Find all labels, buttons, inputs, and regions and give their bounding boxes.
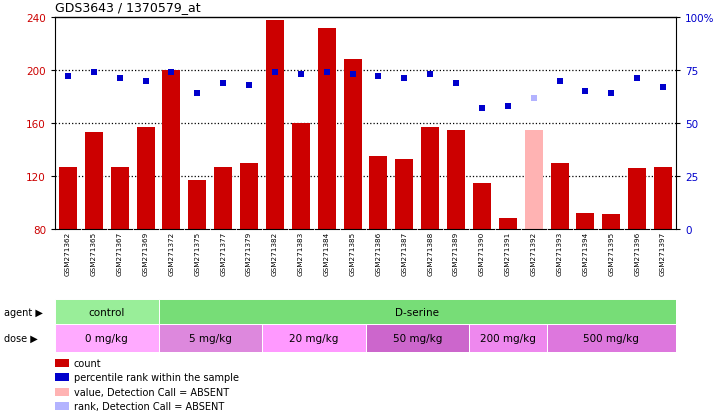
Bar (162, 71, 180, 230)
Text: GSM271384: GSM271384 (324, 232, 329, 276)
Bar (547, 324, 676, 352)
Bar (85, 133, 103, 230)
Bar (55, 373, 68, 382)
Text: GSM271397: GSM271397 (660, 232, 666, 276)
Bar (628, 169, 646, 230)
Text: GSM271367: GSM271367 (117, 232, 123, 276)
Text: 20 mg/kg: 20 mg/kg (289, 333, 338, 343)
Bar (55, 324, 159, 352)
Text: dose ▶: dose ▶ (4, 333, 37, 343)
Text: GSM271388: GSM271388 (427, 232, 433, 276)
Bar (55, 402, 68, 410)
Bar (395, 159, 413, 230)
Text: agent ▶: agent ▶ (4, 307, 43, 317)
Bar (469, 324, 547, 352)
Text: GSM271375: GSM271375 (195, 232, 200, 276)
Bar (159, 299, 676, 324)
Text: 500 mg/kg: 500 mg/kg (583, 333, 640, 343)
Text: GSM271396: GSM271396 (634, 232, 640, 276)
Text: GSM271394: GSM271394 (583, 232, 588, 276)
Text: GSM271386: GSM271386 (376, 232, 381, 276)
Bar (499, 219, 517, 230)
Bar (240, 164, 258, 230)
Text: rank, Detection Call = ABSENT: rank, Detection Call = ABSENT (74, 401, 224, 411)
Bar (59, 167, 77, 230)
Text: count: count (74, 358, 101, 368)
Bar (447, 131, 465, 230)
Bar (292, 124, 310, 230)
Bar (343, 60, 362, 230)
Text: GSM271390: GSM271390 (479, 232, 485, 276)
Text: D-serine: D-serine (395, 307, 439, 317)
Text: control: control (89, 307, 125, 317)
Bar (551, 164, 569, 230)
Text: GSM271377: GSM271377 (220, 232, 226, 276)
Bar (473, 183, 491, 230)
Bar (525, 131, 543, 230)
Text: GDS3643 / 1370579_at: GDS3643 / 1370579_at (55, 1, 200, 14)
Text: GSM271362: GSM271362 (65, 232, 71, 276)
Text: GSM271395: GSM271395 (609, 232, 614, 276)
Text: 0 mg/kg: 0 mg/kg (85, 333, 128, 343)
Bar (55, 359, 68, 367)
Text: GSM271391: GSM271391 (505, 232, 510, 276)
Text: GSM271379: GSM271379 (246, 232, 252, 276)
Bar (136, 128, 154, 230)
Bar (159, 324, 262, 352)
Text: GSM271383: GSM271383 (298, 232, 304, 276)
Text: GSM271372: GSM271372 (169, 232, 174, 276)
Text: value, Detection Call = ABSENT: value, Detection Call = ABSENT (74, 387, 229, 396)
Text: 50 mg/kg: 50 mg/kg (392, 333, 442, 343)
Text: GSM271392: GSM271392 (531, 232, 536, 276)
Bar (318, 28, 336, 230)
Bar (55, 299, 159, 324)
Bar (188, 180, 206, 230)
Text: GSM271369: GSM271369 (143, 232, 149, 276)
Bar (654, 167, 672, 230)
Bar (602, 215, 620, 230)
Bar (369, 157, 387, 230)
Bar (262, 324, 366, 352)
Text: GSM271365: GSM271365 (91, 232, 97, 276)
Text: percentile rank within the sample: percentile rank within the sample (74, 373, 239, 382)
Text: 5 mg/kg: 5 mg/kg (189, 333, 231, 343)
Text: 200 mg/kg: 200 mg/kg (480, 333, 536, 343)
Bar (55, 388, 68, 396)
Bar (214, 167, 232, 230)
Bar (266, 21, 284, 230)
Text: GSM271387: GSM271387 (402, 232, 407, 276)
Text: GSM271385: GSM271385 (350, 232, 355, 276)
Bar (576, 214, 595, 230)
Text: GSM271382: GSM271382 (272, 232, 278, 276)
Text: GSM271393: GSM271393 (557, 232, 562, 276)
Bar (366, 324, 469, 352)
Bar (110, 167, 129, 230)
Text: GSM271389: GSM271389 (453, 232, 459, 276)
Bar (421, 128, 439, 230)
